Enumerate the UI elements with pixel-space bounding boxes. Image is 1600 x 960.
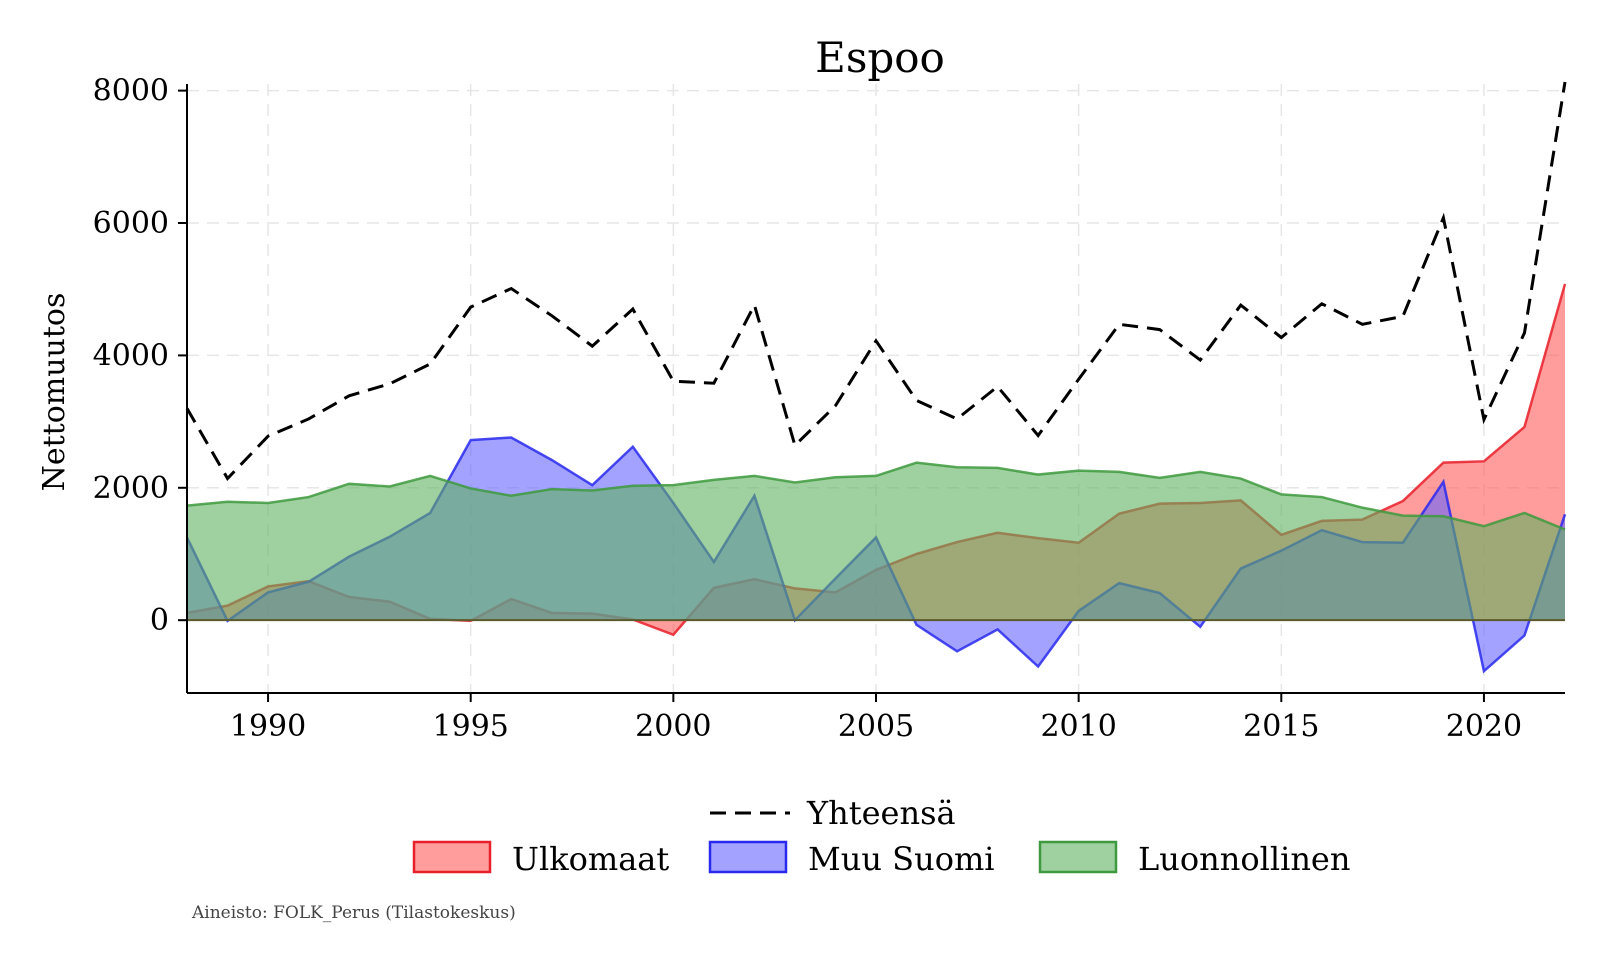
- y-axis-label: Nettomuutos: [37, 293, 72, 492]
- y-tick-label-8000: 8000: [93, 74, 169, 109]
- x-tick-label-2015: 2015: [1243, 709, 1319, 744]
- legend-swatch-luonnollinen: [1038, 840, 1118, 874]
- chart-title: Espoo: [815, 33, 945, 82]
- legend: Yhteensä Ulkomaat Muu Suomi Luonnollinen: [412, 794, 1350, 878]
- plot-areas: [185, 283, 1567, 674]
- legend-label-luonnollinen: Luonnollinen: [1138, 840, 1350, 878]
- x-tick-label-1995: 1995: [433, 709, 509, 744]
- y-tick-label-4000: 4000: [93, 338, 169, 373]
- y-tick-label-0: 0: [150, 603, 169, 638]
- x-tick-label-1990: 1990: [230, 709, 306, 744]
- legend-label-yhteensa: Yhteensä: [806, 794, 956, 832]
- legend-label-muu-suomi: Muu Suomi: [808, 840, 995, 878]
- line-yhteensa: [185, 81, 1567, 482]
- axes: [178, 84, 1565, 702]
- x-tick-label-2005: 2005: [838, 709, 914, 744]
- tick-labels: 0 2000 4000 6000 8000 1990 1995 2000 2005 2010 201…: [93, 74, 1522, 744]
- x-tick-label-2000: 2000: [635, 709, 711, 744]
- legend-label-ulkomaat: Ulkomaat: [512, 840, 669, 878]
- plot-lines: [185, 81, 1567, 482]
- x-tick-label-2020: 2020: [1446, 709, 1522, 744]
- x-tick-label-2010: 2010: [1040, 709, 1116, 744]
- legend-swatch-muu-suomi: [708, 840, 788, 874]
- area-edge-luonnollinen: [186, 461, 1566, 531]
- source-note: Aineisto: FOLK_Perus (Tilastokeskus): [191, 903, 516, 923]
- y-tick-label-2000: 2000: [93, 471, 169, 506]
- y-tick-label-6000: 6000: [93, 206, 169, 241]
- legend-swatch-ulkomaat: [412, 840, 492, 874]
- area-luonnollinen: [187, 462, 1565, 621]
